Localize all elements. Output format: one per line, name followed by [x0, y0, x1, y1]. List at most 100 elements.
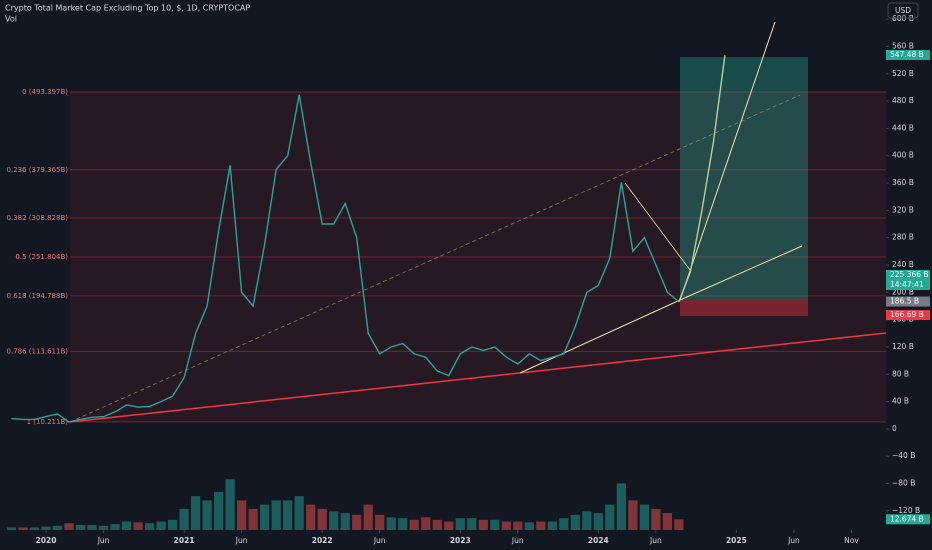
y-tick-label: 40 B: [892, 397, 909, 406]
volume-bar: [18, 527, 28, 530]
volume-bar: [409, 519, 419, 530]
price-label-box: [886, 310, 930, 321]
countdown: 14:47:41: [890, 280, 924, 289]
volume-bar: [559, 518, 569, 530]
volume-bar: [75, 524, 86, 530]
fib-label: 0.618 (194.788B): [7, 292, 69, 300]
trend-line: [519, 299, 681, 374]
volume-bar: [467, 518, 477, 530]
y-tick-label: 520 B: [892, 69, 914, 78]
price-label: 166.69 B: [890, 310, 924, 319]
y-tick-label: 80 B: [892, 369, 909, 378]
trend-line: [679, 245, 803, 301]
volume-bar: [524, 522, 534, 530]
volume-bar: [605, 504, 615, 530]
trend-line: [679, 21, 776, 301]
x-tick-label: Jun: [235, 536, 248, 545]
currency[interactable]: USD: [895, 6, 911, 15]
trend-line: [69, 332, 887, 423]
fib-label: 0.5 (251.804B): [15, 253, 68, 261]
volume-label-box: [886, 514, 930, 525]
chart-title: Crypto Total Market Cap Excluding Top 10…: [5, 4, 250, 13]
fib-label: 0.382 (308.828B): [7, 214, 69, 222]
y-tick-label: 600 B: [892, 14, 914, 23]
volume-bar: [490, 519, 500, 530]
volume-bar: [421, 517, 431, 530]
volume-bar: [283, 500, 293, 530]
volume-bar: [237, 500, 247, 530]
y-tick-label: 0: [892, 424, 897, 433]
volume-bar: [306, 504, 316, 530]
volume-bar: [179, 508, 189, 530]
x-tick-label: 2025: [726, 536, 747, 545]
volume-bar: [64, 523, 74, 530]
x-tick-label: Jun: [649, 536, 662, 545]
x-tick-label: 2021: [174, 536, 195, 545]
y-tick-label: 560 B: [892, 41, 914, 50]
volume-bar: [202, 500, 212, 530]
volume-bar: [639, 504, 649, 530]
volume-bar: [225, 479, 235, 530]
x-tick-label: Jun: [373, 536, 386, 545]
volume-bar: [191, 496, 201, 530]
volume-bar: [628, 500, 638, 530]
y-tick-label: −120 B: [892, 506, 920, 515]
volume-bar: [386, 517, 396, 530]
x-tick-label: Jun: [97, 536, 110, 545]
fib-label: 0.786 (113.611B): [7, 347, 69, 355]
y-tick-label: 360 B: [892, 178, 914, 187]
volume-bar: [582, 511, 592, 530]
volume-bar: [444, 521, 454, 530]
volume-bar: [317, 508, 327, 530]
volume-bar: [121, 521, 132, 530]
x-tick-label: 2024: [588, 536, 609, 545]
volume-bar: [513, 521, 523, 530]
volume-bar: [98, 525, 109, 530]
trend-line: [624, 182, 691, 271]
volume-bar: [662, 513, 672, 530]
y-tick-label: 120 B: [892, 342, 914, 351]
fib-label: 1 (10.211B): [27, 418, 69, 426]
y-tick-label: 320 B: [892, 205, 914, 214]
currency-button[interactable]: [887, 2, 919, 19]
volume-bar: [329, 511, 339, 530]
volume-bar: [294, 496, 304, 530]
volume-bar: [271, 500, 281, 530]
volume-label: Vol: [5, 15, 17, 24]
volume-bar: [593, 513, 603, 530]
x-tick-label: 2020: [36, 536, 57, 545]
price-label-box: [886, 269, 930, 290]
price-label: 225.366 B: [890, 270, 929, 279]
plot-area: 0 (493.397B) 0.236 (379.365B) 0.382 (308.8…: [6, 21, 887, 530]
volume-bar: [478, 519, 488, 530]
x-tick-label: Jun: [787, 536, 800, 545]
price-label-box: [886, 49, 930, 60]
volume-bar: [651, 508, 661, 530]
x-tick-label: Jun: [511, 536, 524, 545]
target-zone: [680, 57, 808, 300]
volume-bar: [167, 519, 178, 530]
volume-bar: [398, 518, 408, 530]
y-tick-label: −80 B: [892, 479, 915, 488]
price-label: 547.48 B: [890, 50, 924, 59]
volume-bar: [547, 521, 557, 530]
volume-bar: [455, 518, 465, 530]
volume-bar: [352, 514, 362, 530]
y-tick-label: 200 B: [892, 287, 914, 296]
volume-bar: [29, 527, 40, 530]
volume-bar: [501, 521, 511, 530]
trend-line: [69, 94, 801, 423]
volume-bar: [6, 527, 17, 530]
volume-value-label: 12.674 B: [890, 514, 924, 523]
volume-bar: [41, 526, 51, 530]
volume-bar: [536, 521, 546, 530]
y-tick-label: 400 B: [892, 151, 914, 160]
volume-bar: [340, 513, 350, 530]
x-tick-label: 2023: [450, 536, 471, 545]
volume-bar: [52, 525, 63, 530]
volume-bar: [87, 524, 97, 530]
y-tick-label: 280 B: [892, 233, 914, 242]
price-label: 186.5 B: [890, 297, 919, 306]
